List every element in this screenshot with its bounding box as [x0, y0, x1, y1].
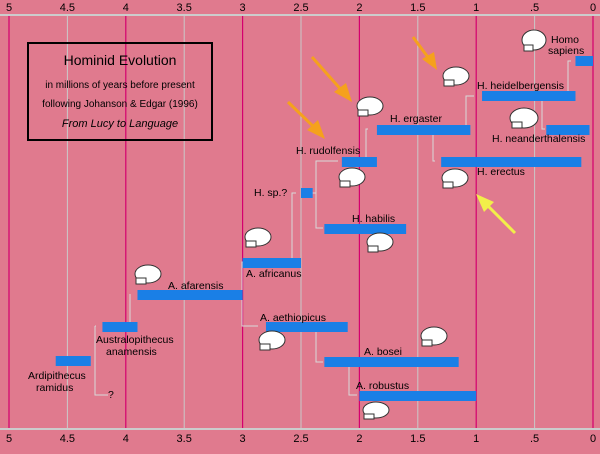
connector-hsp-rudolfensis: [315, 160, 338, 193]
connector-ramidus-unknown: [94, 326, 108, 396]
skull-heidelbergensis-icon: [442, 66, 470, 87]
label-anamensis-1: Australopithecus: [96, 334, 174, 346]
connector-heidelbergensis-neanderthalensis: [541, 96, 545, 130]
label-africanus: A. africanus: [246, 268, 301, 280]
connector-heidelbergensis-sapiens: [567, 60, 571, 96]
bottom-tick-labels: 5 4.5 4 3.5 3 2.5 2 1.5 1.5 0: [6, 433, 596, 445]
bar-h-rudolfensis: [341, 157, 377, 167]
tick-label: 2: [356, 433, 362, 445]
bar-a-aethiopicus: [265, 322, 348, 332]
skull-rudolfensis-icon: [338, 167, 366, 188]
tick-label: 5: [6, 2, 12, 14]
label-hsp: H. sp.?: [254, 187, 287, 199]
connector-afarensis-aethiopicus: [241, 294, 258, 327]
bar-h-habilis: [324, 224, 407, 234]
arrow-yellow: [476, 194, 517, 235]
label-rudolfensis: H. rudolfensis: [296, 145, 360, 157]
skull-afarensis-icon: [134, 264, 162, 285]
skull-aethiopicus-icon: [258, 330, 286, 351]
skull-ergaster-icon: [356, 96, 384, 117]
tick-label: 0: [590, 433, 596, 445]
tick-label: 2.5: [293, 433, 308, 445]
title-box: Hominid Evolution in millions of years b…: [27, 42, 213, 141]
bar-ardipithecus-ramidus: [55, 356, 91, 366]
tick-label: 4.5: [60, 2, 75, 14]
tick-label: 2.5: [293, 2, 308, 14]
bar-h-sp-: [301, 188, 313, 198]
tick-label: 3.5: [177, 433, 192, 445]
species-labels: Ardipithecus ramidus Australopithecus an…: [28, 34, 585, 401]
label-erectus: H. erectus: [477, 166, 525, 178]
label-sapiens-2: sapiens: [548, 45, 584, 57]
label-afarensis: A. afarensis: [168, 280, 223, 292]
arrows: [286, 36, 517, 235]
label-bosei: A. bosei: [364, 346, 402, 358]
top-tick-labels: 5 4.5 4 3.5 3 2.5 2 1.5 1.5 0: [6, 2, 596, 14]
label-habilis: H. habilis: [352, 213, 395, 225]
arrow-orange-2: [286, 100, 325, 139]
bar-h-neanderthalensis: [546, 125, 590, 135]
label-neanderthalensis: H. neanderthalensis: [492, 133, 585, 145]
skull-sapiens-icon: [521, 29, 547, 52]
tick-label: 1: [473, 433, 479, 445]
label-anamensis-2: anamensis: [106, 346, 157, 358]
tick-label: 1: [473, 2, 479, 14]
skull-erectus-icon: [441, 168, 469, 189]
bar-h-heidelbergensis: [482, 91, 576, 101]
bar-a-bosei: [324, 357, 459, 367]
bar-a-afarensis: [137, 290, 243, 300]
label-ramidus-2: ramidus: [36, 382, 73, 394]
tick-label: 0: [590, 2, 596, 14]
skulls: [134, 29, 547, 420]
tick-label: 3: [240, 2, 246, 14]
label-heidelbergensis: H. heidelbergensis: [477, 80, 564, 92]
bar-h-ergaster: [376, 125, 471, 135]
connector-ergaster-erectus: [432, 129, 435, 162]
skull-africanus-icon: [244, 227, 272, 248]
tick-label: 3.5: [177, 2, 192, 14]
tick-label: 1.5: [410, 2, 425, 14]
connector-bosei-robustus: [348, 362, 357, 396]
arrow-orange-3: [411, 36, 437, 70]
bar-a-africanus: [242, 258, 301, 268]
tick-label: 4: [123, 433, 129, 445]
bar-h-erectus: [441, 157, 582, 167]
species-bars: [55, 56, 593, 401]
skull-bosei-icon: [420, 326, 448, 347]
tick-label: 4: [123, 2, 129, 14]
tick-label: .5: [530, 433, 539, 445]
subtitle-line-1: in millions of years before present: [45, 80, 195, 91]
skull-neanderthalensis-icon: [509, 107, 539, 129]
tick-label: 4.5: [60, 433, 75, 445]
label-robustus: A. robustus: [356, 380, 409, 392]
bar-homo-sapiens: [575, 56, 593, 66]
connector-africanus-hsp: [291, 192, 296, 262]
tick-label: 1.5: [410, 433, 425, 445]
connector-ergaster-heidelbergensis: [465, 95, 474, 129]
subtitle-line-2: following Johanson & Edgar (1996): [42, 99, 198, 110]
label-ergaster: H. ergaster: [390, 113, 442, 125]
connector-aethiopicus-bosei: [315, 326, 323, 363]
skull-robustus-icon: [362, 401, 390, 420]
bar-australopithecus-anamensis: [102, 322, 138, 332]
tick-label: 3: [240, 433, 246, 445]
subtitle-line-3: From Lucy to Language: [61, 118, 179, 130]
arrow-orange-1: [310, 56, 352, 102]
grid-lines: [8, 15, 594, 429]
connector-rudolfensis-ergaster: [365, 128, 368, 161]
tick-label: .5: [530, 2, 539, 14]
tick-label: 5: [6, 433, 12, 445]
label-question: ?: [108, 389, 114, 401]
skull-habilis-icon: [366, 232, 394, 253]
label-sapiens-1: Homo: [551, 34, 579, 46]
tick-label: 2: [356, 2, 362, 14]
label-aethiopicus: A. aethiopicus: [260, 312, 326, 324]
diagram-title: Hominid Evolution: [63, 52, 177, 68]
bar-a-robustus: [359, 391, 477, 401]
label-ramidus-1: Ardipithecus: [28, 370, 86, 382]
